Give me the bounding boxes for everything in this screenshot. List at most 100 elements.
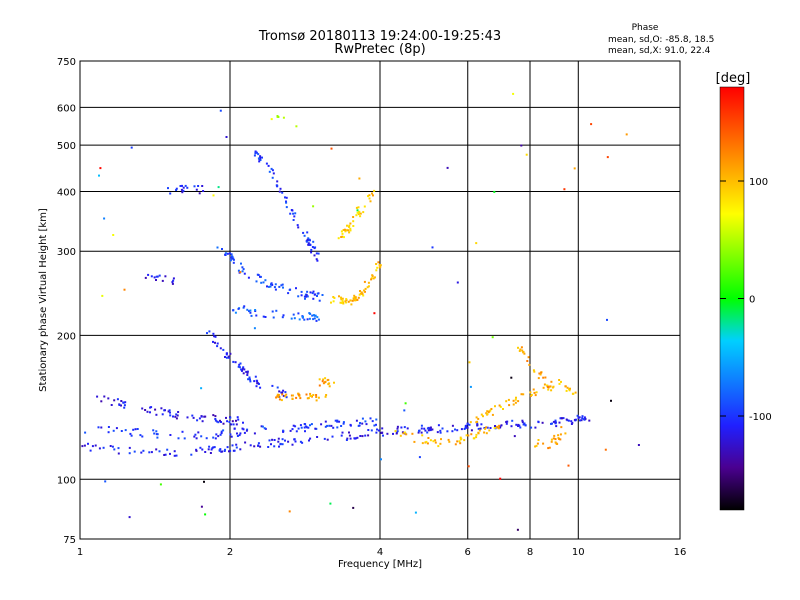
data-point [354, 296, 357, 299]
data-point [254, 309, 257, 311]
data-point [280, 399, 283, 402]
data-point [610, 399, 612, 402]
data-point [475, 416, 478, 419]
data-point [316, 316, 319, 319]
data-point [257, 444, 260, 447]
data-point [431, 428, 434, 431]
data-point [156, 436, 159, 439]
data-point [499, 405, 502, 408]
data-point [123, 288, 126, 291]
data-point [318, 378, 321, 381]
data-point [152, 429, 155, 432]
data-point [358, 210, 361, 213]
data-point [517, 400, 520, 403]
data-point [309, 424, 311, 427]
data-point [306, 426, 308, 429]
data-point [219, 109, 222, 112]
data-point [582, 418, 585, 421]
data-point [101, 294, 104, 297]
data-point [494, 405, 496, 408]
data-point [366, 286, 369, 289]
data-point [124, 401, 127, 404]
data-point [175, 417, 178, 420]
data-point [311, 292, 314, 295]
data-point [118, 404, 121, 406]
data-point [237, 307, 240, 310]
data-point [307, 426, 310, 429]
data-point [264, 279, 267, 282]
data-point [242, 268, 245, 271]
data-point [526, 360, 529, 362]
data-point [277, 116, 280, 118]
data-point [241, 266, 244, 269]
data-point [552, 420, 555, 423]
data-point [308, 317, 311, 320]
data-point [103, 217, 106, 220]
data-point [469, 385, 472, 388]
data-point [259, 157, 261, 159]
data-point [432, 440, 435, 443]
data-point [216, 342, 219, 345]
data-point [332, 300, 335, 303]
data-point [175, 187, 178, 190]
data-point [532, 369, 535, 372]
data-point [200, 505, 203, 508]
data-point [372, 194, 374, 197]
data-point [434, 441, 437, 444]
data-point [128, 516, 131, 519]
data-point [229, 352, 232, 355]
data-point [551, 386, 554, 389]
data-point [406, 427, 409, 430]
data-point [476, 422, 479, 425]
x-tick-label: 10 [572, 547, 585, 558]
data-point [109, 445, 112, 447]
data-point [316, 436, 319, 438]
data-point [246, 371, 249, 374]
data-point [204, 513, 207, 516]
data-point [305, 293, 308, 296]
data-point [357, 206, 360, 209]
data-point [164, 409, 166, 412]
data-point [236, 416, 239, 419]
stats-line-x: mean, sd,X: 91.0, 22.4 [608, 46, 711, 56]
data-point [155, 279, 157, 281]
data-point [175, 413, 178, 416]
data-point [229, 449, 232, 452]
data-point [367, 429, 370, 431]
data-point [259, 155, 262, 158]
data-point [336, 420, 339, 423]
data-point [312, 205, 315, 208]
data-point [281, 443, 284, 446]
data-point [174, 415, 177, 418]
data-point [604, 448, 607, 451]
data-point [242, 421, 244, 424]
data-point [330, 301, 332, 304]
data-point [149, 406, 152, 409]
data-point [570, 423, 573, 425]
data-point [396, 430, 399, 433]
data-point [212, 332, 215, 335]
data-point [291, 443, 294, 446]
data-point [425, 440, 428, 443]
data-point [277, 440, 280, 443]
data-point [357, 296, 360, 299]
data-point [214, 418, 217, 420]
data-point [210, 448, 213, 451]
data-point [183, 437, 186, 440]
data-point [303, 318, 306, 321]
data-point [150, 275, 153, 278]
data-point [282, 314, 285, 317]
data-point [518, 424, 521, 427]
data-point [216, 345, 219, 348]
data-point [260, 281, 263, 284]
data-point [349, 222, 352, 225]
data-point [198, 417, 201, 420]
data-point [164, 453, 167, 456]
data-point [447, 438, 450, 441]
data-point [231, 255, 233, 258]
data-point [255, 314, 258, 317]
data-point [249, 311, 252, 314]
data-point [521, 419, 524, 422]
data-point [558, 438, 561, 440]
data-point [308, 238, 311, 241]
